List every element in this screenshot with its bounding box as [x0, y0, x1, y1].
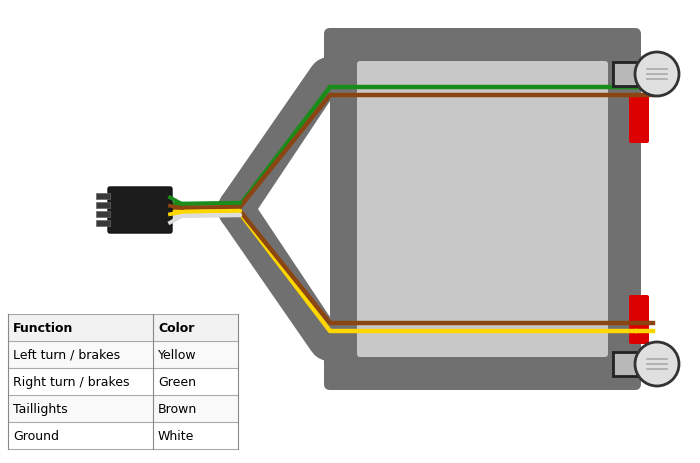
Bar — [613, 63, 637, 87]
Text: Color: Color — [158, 321, 195, 334]
FancyBboxPatch shape — [324, 29, 641, 390]
Text: Left turn / brakes: Left turn / brakes — [13, 348, 120, 361]
Text: White: White — [158, 429, 195, 442]
Text: Brown: Brown — [158, 402, 197, 415]
Text: Right turn / brakes: Right turn / brakes — [13, 375, 130, 388]
Bar — [613, 352, 637, 376]
Text: Yellow: Yellow — [158, 348, 197, 361]
FancyBboxPatch shape — [108, 188, 172, 233]
Bar — [96, 212, 110, 218]
Polygon shape — [258, 102, 330, 317]
Bar — [8, 395, 238, 422]
Circle shape — [635, 342, 679, 386]
Text: Taillights: Taillights — [13, 402, 68, 415]
Text: Function: Function — [13, 321, 74, 334]
Bar — [8, 368, 238, 395]
Text: Green: Green — [158, 375, 196, 388]
FancyBboxPatch shape — [629, 95, 649, 144]
Text: Ground: Ground — [13, 429, 59, 442]
Bar — [8, 341, 238, 368]
Circle shape — [635, 53, 679, 97]
Bar — [96, 194, 110, 200]
FancyBboxPatch shape — [357, 62, 608, 357]
Bar — [8, 422, 238, 449]
Bar — [8, 314, 238, 341]
Bar — [96, 202, 110, 208]
Bar — [96, 220, 110, 226]
FancyBboxPatch shape — [629, 295, 649, 344]
